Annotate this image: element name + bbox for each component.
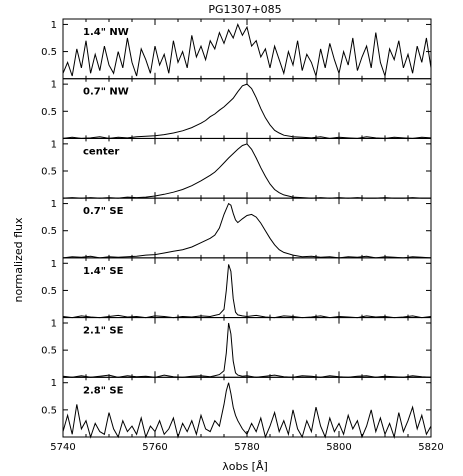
x-tick-label: 5780: [234, 442, 259, 453]
y-tick-label: 1: [51, 80, 57, 91]
panel-label: 2.8" SE: [83, 385, 124, 396]
y-tick-label: 0.5: [41, 167, 57, 178]
panel-label: 1.4" NW: [83, 27, 129, 38]
y-tick-label: 0.5: [41, 346, 57, 357]
x-axis-label: λobs [Å]: [222, 460, 268, 473]
y-tick-label: 1: [51, 378, 57, 389]
x-tick-label: 5760: [142, 442, 167, 453]
y-tick-label: 1: [51, 319, 57, 330]
x-axis: 5740 5760 5780 5800 5820: [50, 442, 443, 453]
panel-7: 0.5 1 2.8" SE: [41, 376, 432, 439]
x-tick-label: 5820: [418, 442, 443, 453]
spectrum-line: [62, 202, 432, 259]
panel-6: 0.5 1 2.1" SE: [41, 317, 432, 378]
panel-5: 0.5 1 1.4" SE: [41, 257, 432, 319]
panel-4: 0.5 1 0.7" SE: [41, 197, 432, 259]
y-tick-label: 0.5: [41, 405, 57, 416]
panel-2: 0.5 1 0.7" NW: [41, 78, 432, 139]
spectrum-line: [62, 322, 432, 378]
panel-label: 1.4" SE: [83, 266, 124, 277]
panel-label: 0.7" NW: [83, 87, 129, 98]
y-tick-label: 0.5: [41, 47, 57, 58]
y-tick-label: 0.5: [41, 107, 57, 118]
y-tick-label: 1: [51, 20, 57, 31]
panel-label: 0.7" SE: [83, 206, 124, 217]
panels: 0.5 1 1.4" NW 0.5 1 0.7" NW 0.5 1 center 0.5 1 0.7"…: [41, 18, 432, 439]
chart-title: PG1307+085: [208, 3, 281, 16]
y-tick-label: 1: [51, 139, 57, 150]
panel-label: center: [83, 146, 119, 157]
panel-3: 0.5 1 center: [41, 137, 432, 199]
x-tick-label: 5800: [326, 442, 351, 453]
panel-label: 2.1" SE: [83, 326, 124, 337]
spectrum-line: [62, 22, 432, 77]
spectrum-line: [62, 382, 432, 439]
y-tick-label: 1: [51, 199, 57, 210]
y-tick-label: 1: [51, 259, 57, 270]
y-axis-label: normalized flux: [12, 217, 25, 303]
y-tick-label: 0.5: [41, 286, 57, 297]
panel-1: 0.5 1 1.4" NW: [41, 18, 432, 80]
y-tick-label: 0.5: [41, 226, 57, 237]
x-tick-label: 5740: [50, 442, 75, 453]
